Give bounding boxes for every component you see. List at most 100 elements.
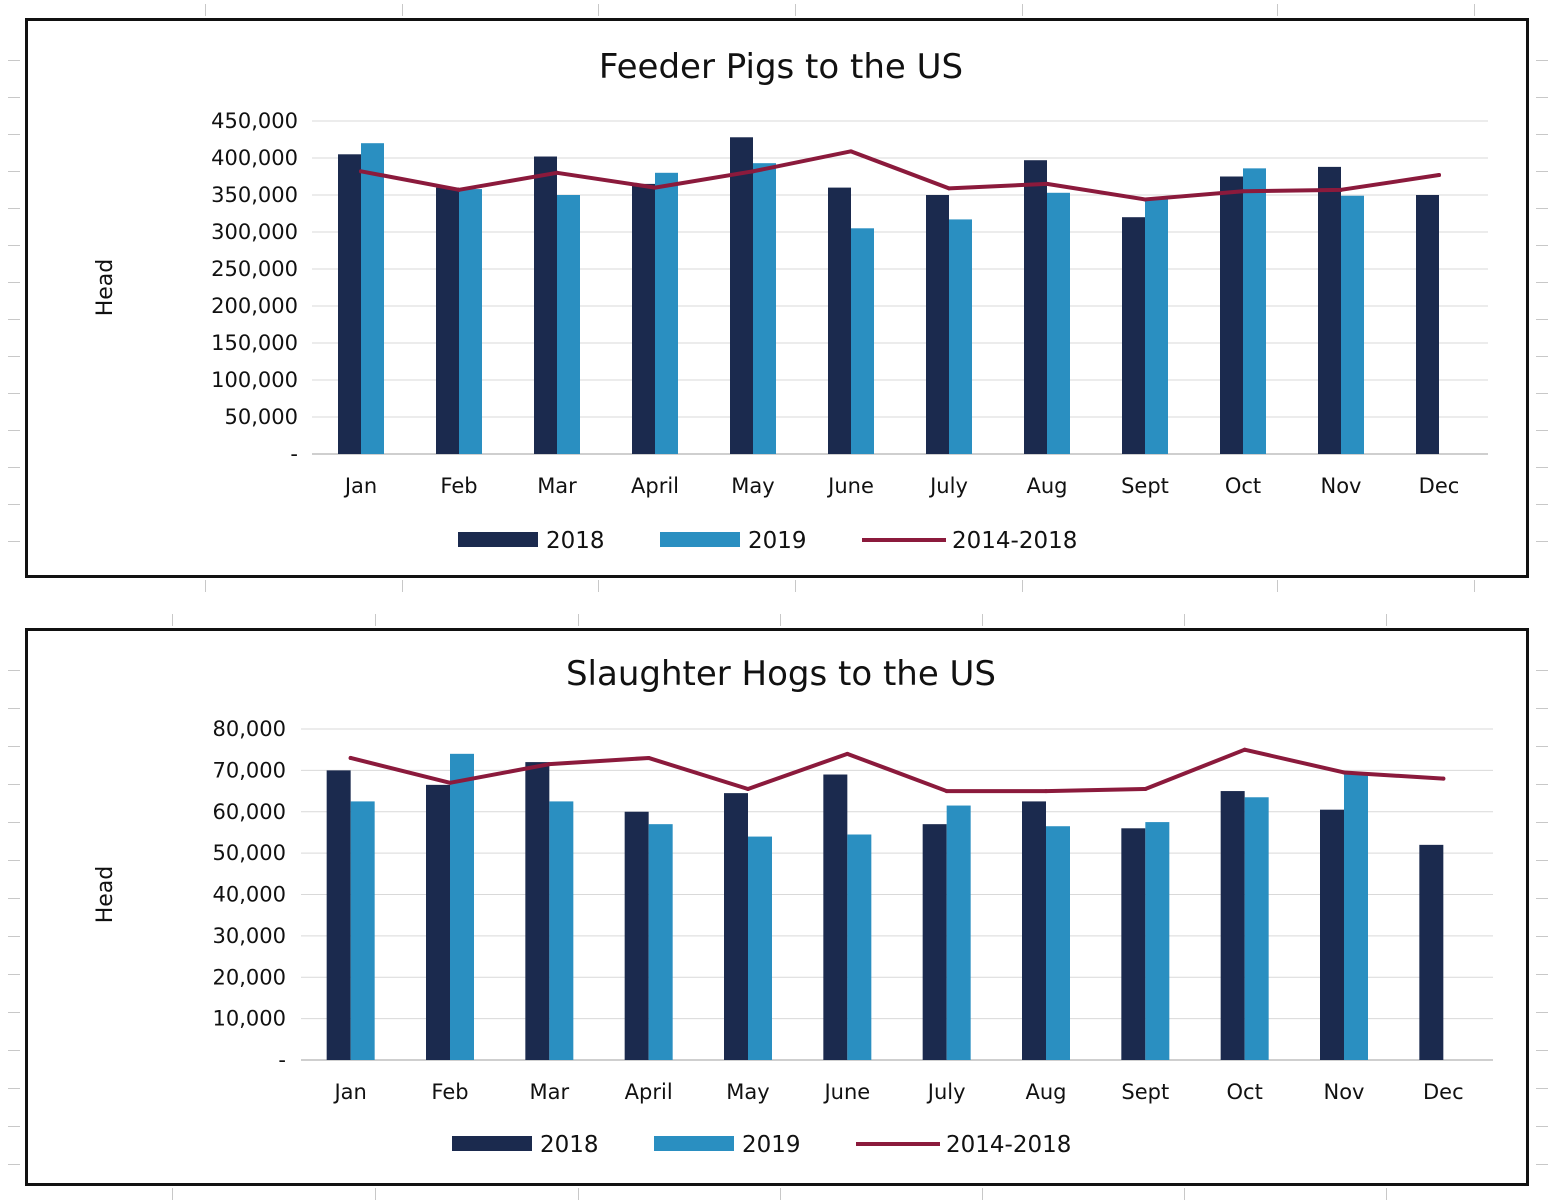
bar-2019-aug	[1047, 192, 1070, 454]
bar-2018-feb	[426, 784, 450, 1060]
line-point-aug	[1044, 789, 1048, 794]
y-tick-label: 300,000	[211, 220, 298, 244]
legend-label-2019: 2019	[742, 1132, 801, 1158]
cell-edge-tick	[578, 614, 579, 626]
bar-2019-jan	[350, 801, 375, 1060]
cell-edge-tick	[1536, 356, 1548, 357]
cell-edge-tick	[8, 282, 20, 283]
y-tick-label: 10,000	[213, 1007, 286, 1031]
cell-edge-tick	[8, 97, 20, 98]
cell-edge-tick	[8, 1012, 20, 1013]
cell-edge-tick	[8, 430, 20, 431]
line-point-mar	[547, 762, 552, 767]
y-tick-label: 70,000	[213, 758, 286, 782]
cell-edge-tick	[1184, 1188, 1185, 1200]
cell-edge-tick	[1022, 4, 1023, 16]
line-point-oct	[1241, 189, 1245, 194]
cell-edge-tick	[8, 134, 20, 135]
cell-edge-tick	[1536, 60, 1548, 61]
feeder-pigs-chart: Feeder Pigs to the US - 50,000 100,000 150,0…	[93, 47, 1488, 554]
y-tick-label: 250,000	[211, 257, 298, 281]
bar-2018-june	[823, 774, 848, 1060]
y-tick-label: 80,000	[213, 717, 286, 741]
bar-2019-oct	[1243, 168, 1266, 455]
bar-2018-jan	[326, 770, 351, 1060]
x-tick-label: Mar	[530, 1080, 570, 1104]
bar-2019-june	[851, 228, 874, 454]
bar-2018-may	[724, 793, 748, 1060]
cell-edge-tick	[8, 171, 20, 172]
line-point-nov	[1342, 770, 1346, 775]
cell-edge-tick	[8, 1126, 20, 1127]
cell-edge-tick	[1536, 746, 1548, 747]
bar-2018-april	[624, 811, 649, 1060]
cell-edge-tick	[172, 1188, 173, 1200]
cell-edge-tick	[1536, 208, 1548, 209]
cell-edge-tick	[1474, 580, 1475, 592]
x-tick-label: June	[826, 474, 874, 498]
cell-edge-tick	[1536, 171, 1548, 172]
cell-edge-tick	[1536, 708, 1548, 709]
y-tick-label: -	[290, 442, 298, 466]
x-tick-label: April	[625, 1080, 673, 1104]
cell-edge-tick	[375, 1188, 376, 1200]
line-point-feb	[448, 780, 452, 785]
x-tick-label: May	[731, 474, 774, 498]
cell-edge-tick	[8, 822, 20, 823]
cell-edge-tick	[1536, 1050, 1548, 1051]
cell-edge-tick	[172, 614, 173, 626]
cell-edge-tick	[8, 898, 20, 899]
cell-edge-tick	[8, 1088, 20, 1089]
bar-2019-sept	[1145, 822, 1170, 1060]
x-tick-label: Oct	[1225, 474, 1261, 498]
bar-2019-may	[753, 163, 776, 454]
chart-title: Feeder Pigs to the US	[599, 47, 963, 87]
y-tick-label: 200,000	[211, 294, 298, 318]
chart-panel-slaughter-hogs: Slaughter Hogs to the US - 10,000 20,000 30,…	[25, 628, 1529, 1186]
x-tick-label: June	[822, 1080, 870, 1104]
cell-edge-tick	[1536, 1088, 1548, 1089]
cell-edge-tick	[578, 1188, 579, 1200]
x-tick-label: Nov	[1324, 1080, 1365, 1104]
y-tick-label: 40,000	[213, 883, 286, 907]
cell-edge-tick	[1536, 1164, 1548, 1165]
line-point-jan	[359, 169, 363, 174]
cell-edge-tick	[375, 614, 376, 626]
cell-edge-tick	[8, 784, 20, 785]
legend-label-2018: 2018	[546, 528, 605, 554]
cell-edge-tick	[1536, 936, 1548, 937]
line-point-june	[845, 751, 850, 756]
bar-2018-feb	[436, 187, 459, 454]
x-tick-label: July	[926, 1080, 966, 1104]
cell-edge-tick	[1536, 822, 1548, 823]
x-tick-label: Mar	[537, 474, 577, 498]
legend-swatch-2019	[654, 1136, 734, 1151]
y-tick-label: 350,000	[211, 183, 298, 207]
chart-panel-feeder-pigs: Feeder Pigs to the US - 50,000 100,000 150,0…	[25, 18, 1529, 578]
bar-2019-june	[847, 834, 872, 1060]
cell-edge-tick	[402, 580, 403, 592]
line-series-2014-2018	[359, 149, 1441, 202]
x-tick-label: Dec	[1419, 474, 1460, 498]
bar-2018-april	[632, 183, 655, 454]
cell-edge-tick	[205, 4, 206, 16]
x-tick-label: Sept	[1121, 474, 1169, 498]
bar-2019-mar	[549, 801, 574, 1060]
x-tick-label: Aug	[1025, 1080, 1066, 1104]
line-point-aug	[1045, 181, 1049, 186]
cell-edge-tick	[1277, 580, 1278, 592]
cell-edge-tick	[1474, 4, 1475, 16]
y-tick-label: 20,000	[213, 965, 286, 989]
cell-edge-tick	[8, 936, 20, 937]
cell-edge-tick	[1386, 614, 1387, 626]
cell-edge-tick	[8, 708, 20, 709]
y-axis-title: Head	[93, 259, 118, 317]
cell-edge-tick	[8, 504, 20, 505]
line-point-feb	[457, 187, 461, 192]
cell-edge-tick	[1536, 319, 1548, 320]
cell-edge-tick	[8, 541, 20, 542]
line-point-sept	[1143, 197, 1147, 202]
y-tick-label: 100,000	[211, 368, 298, 392]
bar-2019-april	[655, 172, 678, 455]
bar-2018-june	[828, 187, 851, 454]
